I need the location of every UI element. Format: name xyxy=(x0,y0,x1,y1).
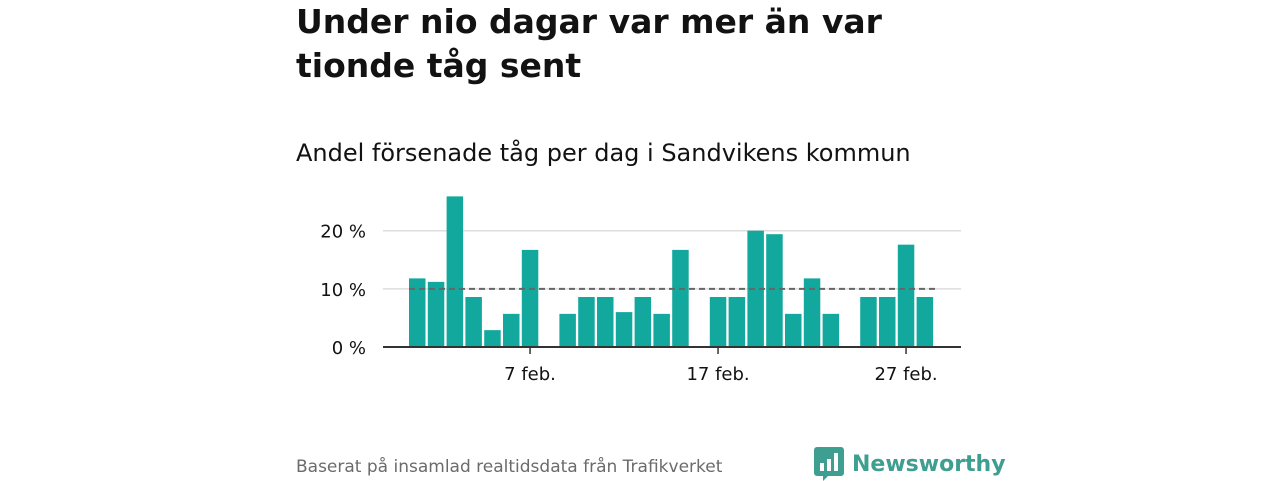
bar xyxy=(559,313,576,347)
x-tick-label: 7 feb. xyxy=(504,364,556,385)
bar xyxy=(672,249,689,347)
bar xyxy=(578,296,595,347)
y-tick-label: 0 % xyxy=(332,338,366,359)
bar xyxy=(521,249,539,347)
bar xyxy=(503,313,520,347)
bar xyxy=(879,296,896,347)
y-tick-label: 10 % xyxy=(320,280,366,301)
bar xyxy=(409,278,426,347)
bar xyxy=(860,296,877,347)
bar xyxy=(747,230,764,347)
logo-text: Newsworthy xyxy=(852,451,1006,477)
bar xyxy=(446,196,464,347)
bar xyxy=(897,244,915,347)
y-tick-label: 20 % xyxy=(320,222,366,243)
chart-subtitle: Andel försenade tåg per dag i Sandvikens… xyxy=(296,139,911,167)
bar xyxy=(597,296,614,347)
chart-title: Under nio dagar var mer än var tionde tå… xyxy=(296,2,882,85)
bar xyxy=(766,234,783,347)
bar xyxy=(803,278,821,347)
newsworthy-logo: Newsworthy xyxy=(814,447,1006,481)
newsworthy-logo-icon xyxy=(814,447,844,481)
source-note: Baserat på insamlad realtidsdata från Tr… xyxy=(296,457,723,477)
bar xyxy=(822,313,840,347)
bar xyxy=(427,281,445,347)
bar xyxy=(709,296,727,347)
bar xyxy=(484,330,501,347)
bar xyxy=(634,296,652,347)
bar xyxy=(916,296,934,347)
x-tick-label: 17 feb. xyxy=(686,364,749,385)
bar xyxy=(465,296,482,347)
bar xyxy=(615,312,633,347)
bar xyxy=(728,296,746,347)
bar xyxy=(785,313,802,347)
x-tick-label: 27 feb. xyxy=(874,364,937,385)
bar xyxy=(653,313,670,347)
